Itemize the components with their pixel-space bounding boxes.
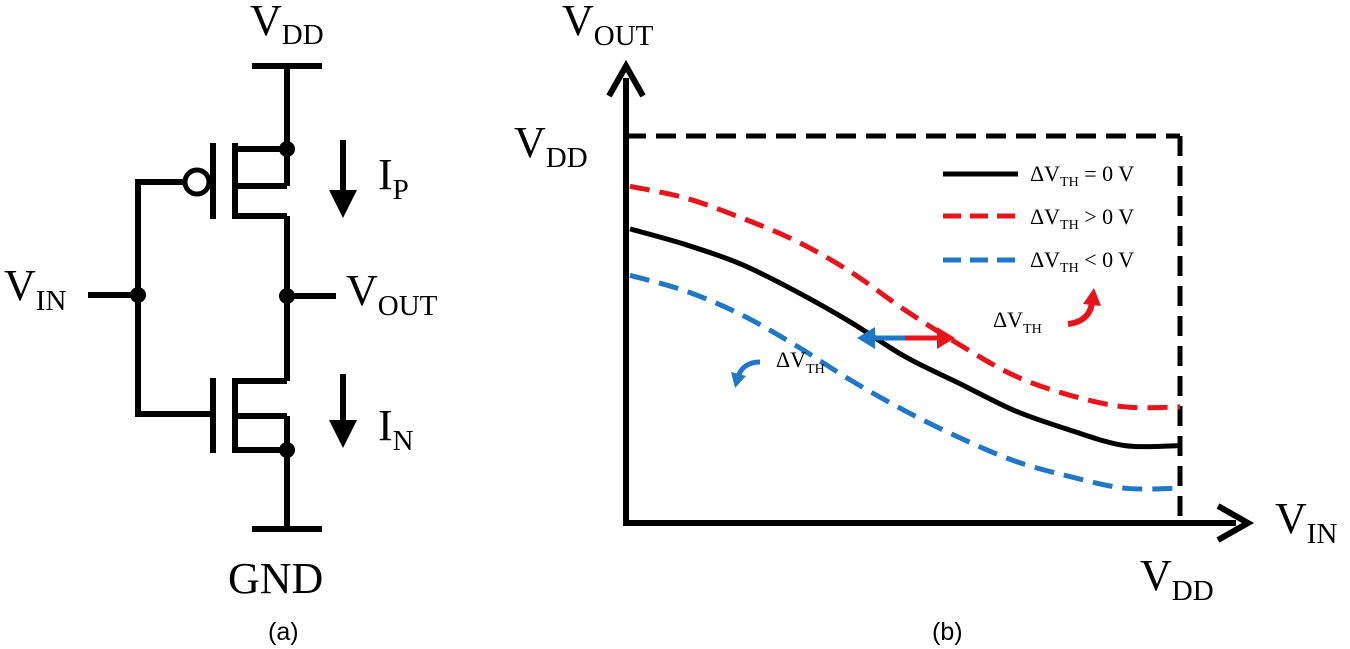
blue-shift-label: ΔVTH [776,347,825,377]
vout-label: VOUT [346,266,438,322]
curve-nominal [629,226,1181,450]
vtc-chart: ΔVTH = 0 V ΔVTH > 0 V ΔVTH < 0 V ΔVTH ΔV… [514,0,1337,646]
legend-label-2: ΔVTH < 0 V [1030,247,1134,276]
x-axis-label: VIN [1275,494,1337,550]
pmos-transistor [182,141,295,219]
x-axis-arrowhead [1216,503,1255,543]
curve-negative-shift [629,272,1181,492]
red-shift-arrow [1067,288,1101,327]
in-label: IN [378,401,414,457]
y-tick-vdd: VDD [514,118,588,174]
legend-label-1: ΔVTH > 0 V [1030,204,1134,233]
vin-node [130,287,146,303]
inverter-circuit: VDD IP VIN VOUT IN GND (a) [4,0,438,646]
vin-label: VIN [4,261,66,317]
shift-double-arrow [857,327,955,349]
y-axis-arrowhead [606,59,646,98]
y-axis-label: VOUT [562,0,654,52]
red-shift-label: ΔVTH [993,307,1042,337]
pmos-gate-bubble [182,167,212,197]
in-arrow [329,374,357,448]
curve-positive-shift [629,183,1181,411]
legend: ΔVTH = 0 V ΔVTH > 0 V ΔVTH < 0 V [943,161,1134,276]
caption-b: (b) [932,618,963,646]
gnd-label: GND [228,554,323,603]
pmos-source-node [279,141,295,157]
blue-shift-arrow [731,359,761,388]
ip-label: IP [378,150,409,206]
vout-node [279,288,295,304]
gate-wire [135,179,213,417]
x-tick-vdd: VDD [1140,551,1214,607]
nmos-transistor [210,378,295,458]
legend-label-0: ΔVTH = 0 V [1030,161,1134,190]
vdd-label: VDD [250,0,324,51]
caption-a: (a) [268,618,299,646]
ip-arrow [329,140,357,218]
